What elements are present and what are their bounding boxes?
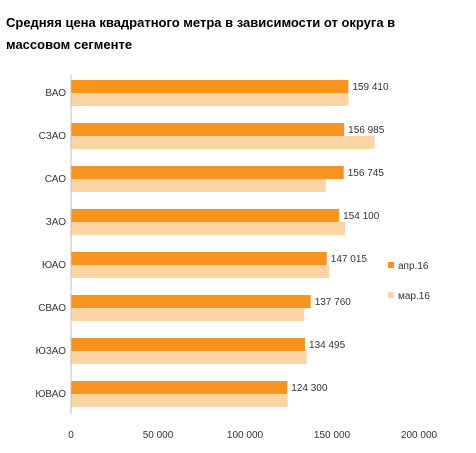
category-label: ЮАО	[42, 260, 66, 271]
axes-layer: 0 50 000 100 000 150 000 200 000	[68, 75, 438, 441]
legend-swatch	[388, 292, 394, 298]
bar-apr-4	[71, 209, 340, 222]
category-label: СВАО	[38, 303, 66, 314]
bar-mar-2	[71, 136, 375, 149]
legend: апр.16 мар.16	[388, 261, 430, 302]
bar-apr-5	[71, 252, 327, 265]
bar-apr-7	[71, 338, 306, 351]
x-tick-label: 50 000	[143, 430, 174, 441]
category-label: ВАО	[45, 88, 66, 99]
legend-label: мар.16	[398, 291, 430, 302]
bar-apr-8	[71, 381, 288, 394]
x-tick-label: 100 000	[227, 430, 264, 441]
category-label: ЮЗАО	[36, 346, 67, 357]
bar-mar-3	[71, 179, 326, 192]
data-label: 156 985	[348, 125, 385, 136]
category-label: САО	[45, 174, 66, 185]
bar-mar-4	[71, 222, 346, 235]
bar-mar-6	[71, 308, 305, 321]
data-label: 134 495	[309, 340, 346, 351]
bar-mar-5	[71, 265, 330, 278]
data-label: 156 745	[348, 168, 385, 179]
bar-mar-7	[71, 351, 307, 364]
bar-mar-1	[71, 93, 349, 106]
category-label: ЗАО	[46, 217, 66, 228]
legend-label: апр.16	[398, 261, 429, 272]
bars-layer	[71, 80, 375, 407]
data-label: 137 760	[315, 297, 352, 308]
bar-apr-3	[71, 166, 344, 179]
chart-title: Средняя цена квадратного метра в зависим…	[6, 15, 396, 52]
data-label: 154 100	[343, 211, 380, 222]
data-label: 159 410	[352, 82, 389, 93]
category-label: ЮВАО	[35, 389, 66, 400]
x-tick-label: 150 000	[314, 430, 351, 441]
x-tick-label: 0	[68, 430, 74, 441]
labels-layer: 159 410 ВАО 156 985 СЗАО 156 745 САО 154 100 ЗА…	[35, 82, 389, 400]
data-label: 124 300	[291, 383, 328, 394]
bar-mar-8	[71, 394, 288, 407]
legend-swatch	[388, 262, 394, 268]
data-label: 147 015	[331, 254, 368, 265]
bar-apr-6	[71, 295, 311, 308]
bar-apr-2	[71, 123, 345, 136]
category-label: СЗАО	[39, 131, 67, 142]
x-tick-label: 200 000	[401, 430, 438, 441]
bar-apr-1	[71, 80, 349, 93]
